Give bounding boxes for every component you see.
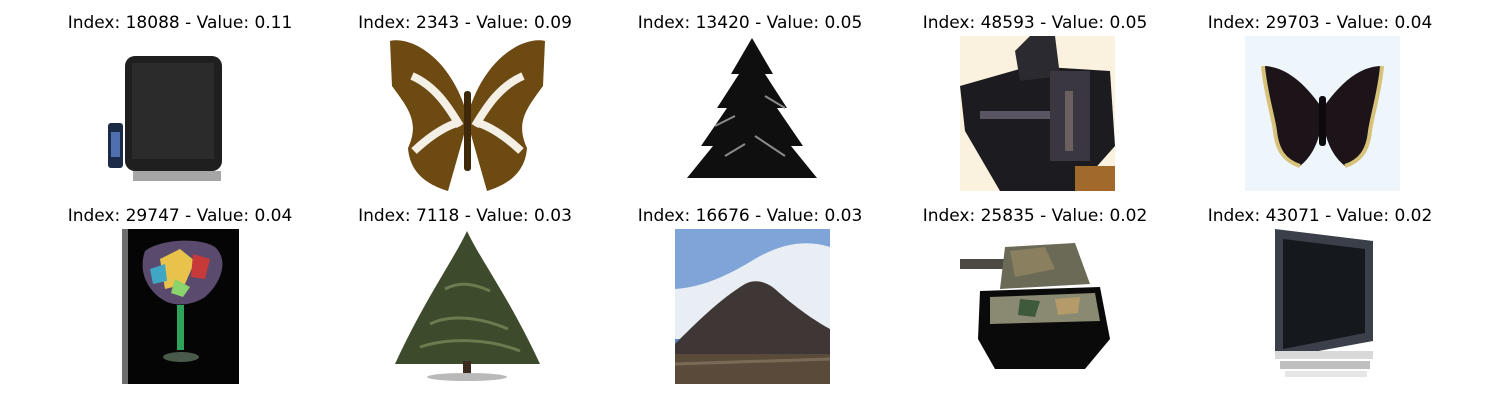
panel-title: Index: 43071 - Value: 0.02 bbox=[1207, 206, 1433, 226]
panel-8: Index: 16676 - Value: 0.03 bbox=[620, 205, 880, 395]
panel-10: Index: 43071 - Value: 0.02 bbox=[1190, 205, 1450, 395]
tank-image bbox=[960, 229, 1115, 384]
panel-5: Index: 29703 - Value: 0.04 bbox=[1190, 12, 1450, 202]
panel-title: Index: 7118 - Value: 0.03 bbox=[358, 206, 572, 226]
panel-title: Index: 16676 - Value: 0.03 bbox=[637, 206, 863, 226]
panel-title: Index: 13420 - Value: 0.05 bbox=[637, 13, 863, 33]
tank-image bbox=[960, 36, 1115, 191]
dark-butterfly-image bbox=[1245, 36, 1400, 191]
panel-title: Index: 29703 - Value: 0.04 bbox=[1207, 13, 1433, 33]
pine-tree-image bbox=[675, 36, 830, 191]
glass-image bbox=[105, 229, 260, 384]
panel-7: Index: 7118 - Value: 0.03 bbox=[335, 205, 595, 395]
butterfly-image bbox=[390, 36, 545, 191]
panel-title: Index: 18088 - Value: 0.11 bbox=[67, 13, 293, 33]
panel-title: Index: 29747 - Value: 0.04 bbox=[67, 206, 293, 226]
panel-title: Index: 25835 - Value: 0.02 bbox=[922, 206, 1148, 226]
panel-4: Index: 48593 - Value: 0.05 bbox=[905, 12, 1165, 202]
tv-image bbox=[1245, 229, 1400, 384]
mountain-image bbox=[675, 229, 830, 384]
panel-6: Index: 29747 - Value: 0.04 bbox=[50, 205, 310, 395]
panel-1: Index: 18088 - Value: 0.11 bbox=[50, 12, 310, 202]
tree-image bbox=[390, 229, 545, 384]
panel-9: Index: 25835 - Value: 0.02 bbox=[905, 205, 1165, 395]
panel-2: Index: 2343 - Value: 0.09 bbox=[335, 12, 595, 202]
panel-title: Index: 2343 - Value: 0.09 bbox=[358, 13, 572, 33]
tv-with-remote-image bbox=[105, 36, 260, 191]
panel-3: Index: 13420 - Value: 0.05 bbox=[620, 12, 880, 202]
panel-title: Index: 48593 - Value: 0.05 bbox=[922, 13, 1148, 33]
